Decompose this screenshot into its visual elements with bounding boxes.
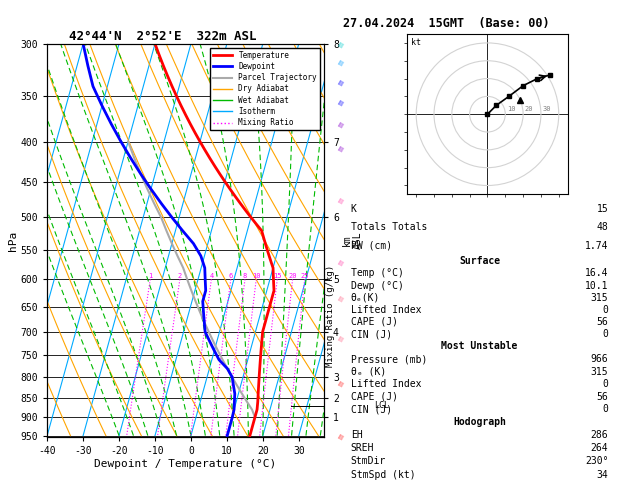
Text: IIl: IIl	[335, 295, 344, 304]
Text: 42°44'N  2°52'E  322m ASL: 42°44'N 2°52'E 322m ASL	[69, 30, 257, 43]
Text: 2: 2	[178, 274, 182, 279]
Text: 48: 48	[597, 222, 608, 232]
Text: 16.4: 16.4	[585, 268, 608, 278]
Text: CIN (J): CIN (J)	[351, 404, 392, 414]
Text: Temp (°C): Temp (°C)	[351, 268, 404, 278]
Text: 1.74: 1.74	[585, 241, 608, 251]
Text: Mixing Ratio (g/kg): Mixing Ratio (g/kg)	[326, 265, 335, 367]
Text: 4: 4	[209, 274, 213, 279]
Text: PW (cm): PW (cm)	[351, 241, 392, 251]
Text: 27.04.2024  15GMT  (Base: 00): 27.04.2024 15GMT (Base: 00)	[343, 17, 549, 30]
Text: IIl: IIl	[335, 260, 344, 268]
Text: 966: 966	[591, 354, 608, 364]
Text: Lifted Index: Lifted Index	[351, 305, 421, 315]
Text: θₑ(K): θₑ(K)	[351, 293, 381, 303]
Text: kt: kt	[411, 37, 421, 47]
Text: 25: 25	[301, 274, 309, 279]
Text: IIl: IIl	[335, 381, 344, 389]
Text: 1: 1	[148, 274, 152, 279]
Text: 30: 30	[543, 105, 551, 112]
Text: 0: 0	[603, 404, 608, 414]
Text: CIN (J): CIN (J)	[351, 329, 392, 339]
Text: IIl: IIl	[335, 434, 344, 441]
Text: Surface: Surface	[459, 256, 500, 266]
Text: 230°: 230°	[585, 456, 608, 467]
Y-axis label: km
ASL: km ASL	[342, 232, 363, 249]
Text: Totals Totals: Totals Totals	[351, 222, 427, 232]
Text: 6: 6	[229, 274, 233, 279]
Text: 315: 315	[591, 366, 608, 377]
Text: CAPE (J): CAPE (J)	[351, 392, 398, 402]
Text: 264: 264	[591, 443, 608, 453]
Text: IIl: IIl	[335, 60, 344, 68]
Text: 56: 56	[597, 317, 608, 327]
Text: SREH: SREH	[351, 443, 374, 453]
Text: 56: 56	[597, 392, 608, 402]
Text: Hodograph: Hodograph	[453, 417, 506, 427]
Y-axis label: hPa: hPa	[8, 230, 18, 251]
Text: IIl: IIl	[335, 100, 344, 108]
Text: 315: 315	[591, 293, 608, 303]
Legend: Temperature, Dewpoint, Parcel Trajectory, Dry Adiabat, Wet Adiabat, Isotherm, Mi: Temperature, Dewpoint, Parcel Trajectory…	[210, 48, 320, 130]
Text: 8: 8	[243, 274, 247, 279]
Text: θₑ (K): θₑ (K)	[351, 366, 386, 377]
Text: Pressure (mb): Pressure (mb)	[351, 354, 427, 364]
Text: 0: 0	[603, 379, 608, 389]
Text: IIl: IIl	[335, 79, 344, 87]
Text: 34: 34	[597, 469, 608, 480]
Text: 0: 0	[603, 305, 608, 315]
Text: CAPE (J): CAPE (J)	[351, 317, 398, 327]
Text: 0: 0	[603, 329, 608, 339]
Text: 10.1: 10.1	[585, 280, 608, 291]
Text: StmDir: StmDir	[351, 456, 386, 467]
Text: 20: 20	[525, 105, 533, 112]
Text: 15: 15	[273, 274, 282, 279]
Text: IIl: IIl	[335, 41, 344, 50]
Text: 10: 10	[507, 105, 516, 112]
X-axis label: Dewpoint / Temperature (°C): Dewpoint / Temperature (°C)	[94, 459, 277, 469]
Text: Most Unstable: Most Unstable	[442, 342, 518, 351]
Text: IIl: IIl	[335, 145, 344, 154]
Text: K: K	[351, 204, 357, 213]
Text: IIl: IIl	[335, 335, 344, 344]
Text: EH: EH	[351, 430, 362, 440]
Text: Lifted Index: Lifted Index	[351, 379, 421, 389]
Text: 10: 10	[252, 274, 260, 279]
Text: 15: 15	[597, 204, 608, 213]
Text: 286: 286	[591, 430, 608, 440]
Text: LCL: LCL	[374, 401, 389, 410]
Text: Dewp (°C): Dewp (°C)	[351, 280, 404, 291]
Text: StmSpd (kt): StmSpd (kt)	[351, 469, 416, 480]
Text: IIl: IIl	[335, 198, 344, 206]
Text: IIl: IIl	[335, 122, 344, 130]
Text: 20: 20	[288, 274, 297, 279]
